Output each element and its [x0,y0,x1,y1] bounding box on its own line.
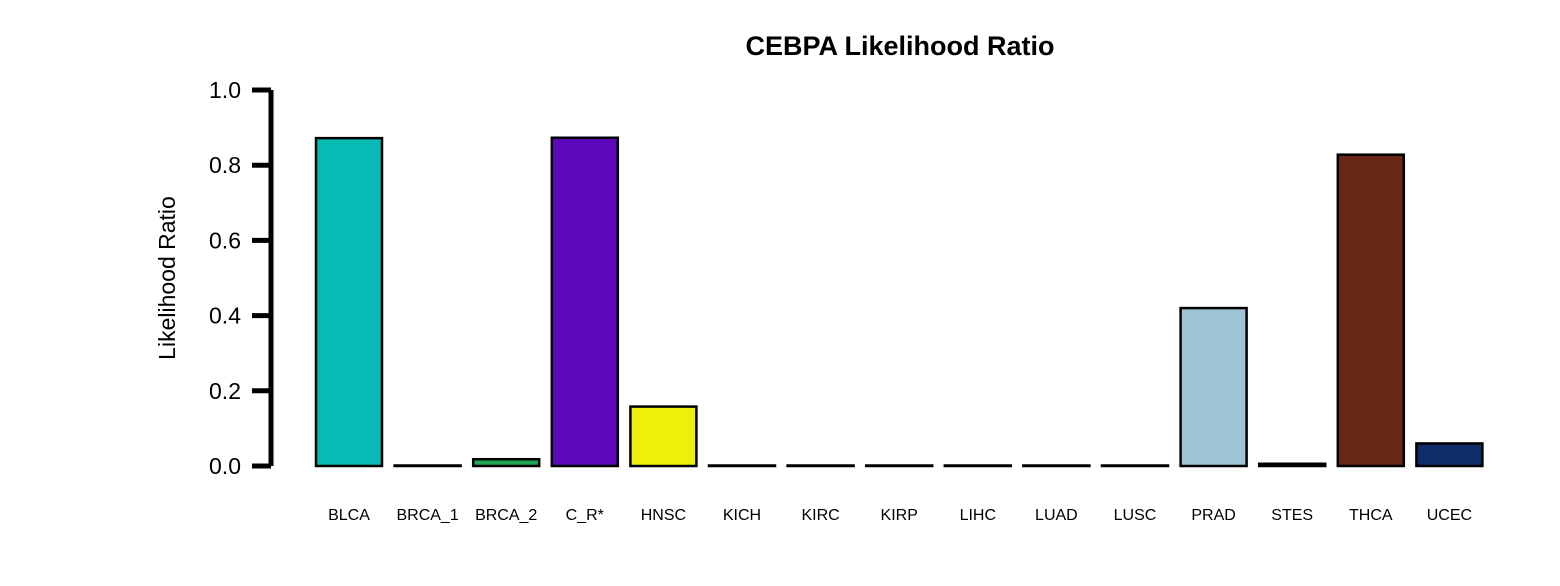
x-tick-label: LUSC [1114,507,1157,524]
bar-luad [1022,464,1091,468]
bar-lihc [943,464,1013,468]
bar-stes [1257,462,1327,468]
x-tick-label: THCA [1349,507,1393,524]
x-tick-label: BRCA_2 [475,507,537,524]
x-tick-label: UCEC [1427,507,1472,524]
x-tick-label: LIHC [960,507,996,524]
bar-lusc [1100,464,1170,468]
x-tick-label: C_R* [566,507,604,524]
x-tick-label: PRAD [1191,507,1235,524]
bar-hnsc [629,405,698,468]
y-tick-label: 1.0 [209,77,241,103]
y-axis: 0.0 0.2 0.4 0.6 0.8 1.0 [209,77,274,479]
y-tick-label: 0.8 [209,152,241,178]
x-tick-label: KICH [723,507,761,524]
bar-kirc [786,464,855,468]
bar-prad [1179,306,1248,468]
y-tick-label: 0.4 [209,303,241,329]
x-tick-labels: BLCA BRCA_1 BRCA_2 C_R* HNSC KICH KIRC KIRP LIHC… [328,507,1472,524]
bar-ucec [1415,442,1484,468]
bars-group [314,136,1484,468]
y-axis-label: Likelihood Ratio [154,196,180,360]
bar-blca [314,136,384,468]
bar-thca [1336,153,1406,468]
x-tick-label: STES [1271,507,1313,524]
bar-brca-1 [393,464,462,468]
y-tick-label: 0.2 [209,378,241,404]
x-tick-label: LUAD [1035,507,1078,524]
chart-title: CEBPA Likelihood Ratio [745,31,1054,61]
bar-kich [707,464,777,468]
bar-kirp [864,464,934,468]
y-tick-label: 0.0 [209,453,241,479]
x-tick-label: BRCA_1 [396,507,458,524]
bar-c-r [550,136,620,468]
x-tick-label: KIRP [881,507,918,524]
bar-brca-2 [471,457,541,468]
x-tick-label: KIRC [801,507,839,524]
x-tick-label: BLCA [328,507,370,524]
x-tick-label: HNSC [641,507,686,524]
y-tick-label: 0.6 [209,227,241,253]
